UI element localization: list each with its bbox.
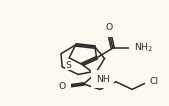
Text: S: S <box>65 61 71 70</box>
Text: NH: NH <box>96 75 110 84</box>
Text: NH$_2$: NH$_2$ <box>134 42 153 54</box>
Text: O: O <box>105 23 112 32</box>
Text: O: O <box>59 82 66 91</box>
Text: Cl: Cl <box>150 77 159 86</box>
